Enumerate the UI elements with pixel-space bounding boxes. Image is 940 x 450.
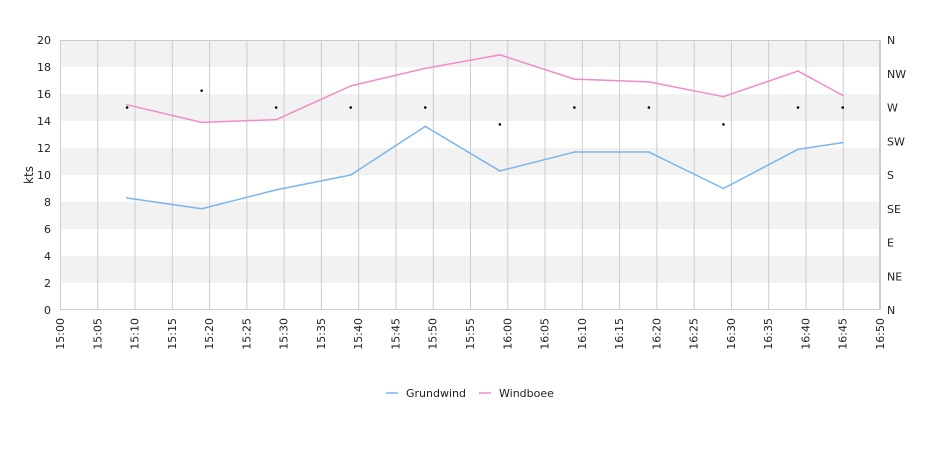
x-tick-label: 15:55 [464,318,477,350]
y-tick-label: 12 [37,142,51,155]
direction-marker [423,106,427,109]
x-tick-label: 16:50 [874,318,887,350]
data-point-windboee [841,94,844,97]
y-tick-label: 20 [37,34,51,47]
data-point-windboee [424,67,427,70]
direction-marker [573,106,576,109]
data-point-grundwind [648,151,650,153]
legend: Grundwind Windboee [386,387,554,400]
direction-axis-ticks: N NE E SE S SW W NW N [887,34,906,317]
data-point-windboee [349,85,352,87]
y-tick-label: 16 [37,88,51,101]
x-tick-label: 16:00 [501,318,514,350]
data-point-windboee [498,53,501,56]
data-point-grundwind [797,148,799,151]
x-tick-label: 15:50 [427,318,440,350]
y-tick-label: 4 [44,250,51,263]
y-tick-label: 8 [44,196,51,209]
plot-area-frame [60,40,880,310]
direction-tick-label: N [887,34,895,47]
x-tick-label: 15:15 [166,318,179,350]
data-point-grundwind [349,174,352,176]
data-point-grundwind [722,187,725,190]
x-axis-ticks: 15:00 15:05 15:10 15:15 15:20 15:25 15:30 15:35… [54,318,887,350]
data-point-windboee [573,78,576,81]
direction-tick-label: S [887,169,894,182]
x-tick-label: 15:30 [278,318,291,350]
x-tick-label: 16:05 [539,318,552,350]
data-point-windboee [126,103,128,106]
y-axis-title: kts [22,166,36,184]
direction-tick-label: E [887,237,894,250]
x-tick-label: 15:25 [240,318,253,350]
direction-marker [841,106,845,109]
y-axis-ticks: 0 2 4 6 8 10 12 14 16 18 20 [37,34,51,317]
direction-marker [200,89,203,92]
data-point-grundwind [841,141,844,144]
y-tick-label: 10 [37,169,51,182]
x-tick-label: 16:25 [688,318,701,350]
data-point-grundwind [498,170,501,172]
direction-marker [796,106,800,109]
direction-marker [274,106,278,109]
y-tick-label: 18 [37,61,51,74]
data-point-windboee [200,121,203,124]
direction-marker [349,106,353,109]
direction-marker [498,123,502,126]
data-point-grundwind [573,151,576,153]
data-point-windboee [275,118,278,121]
x-tick-label: 15:10 [129,318,142,350]
x-tick-label: 15:20 [203,318,216,350]
x-tick-label: 15:40 [352,318,365,350]
direction-tick-label: NE [887,270,902,283]
y-tick-label: 2 [44,277,51,290]
x-tick-label: 16:45 [837,318,850,350]
data-point-grundwind [126,197,128,199]
direction-marker [722,123,725,126]
x-tick-label: 16:20 [650,318,663,350]
x-tick-label: 15:00 [54,318,67,350]
x-tick-label: 15:05 [91,318,104,350]
x-tick-label: 15:45 [389,318,402,350]
direction-tick-label: SW [887,135,905,148]
data-point-grundwind [424,125,427,128]
data-point-windboee [722,95,725,98]
legend-label-grundwind[interactable]: Grundwind [406,387,466,400]
direction-tick-label: N [887,304,895,317]
direction-marker [647,106,651,109]
x-tick-label: 16:30 [725,318,738,350]
legend-label-windboee[interactable]: Windboee [499,387,554,400]
data-point-grundwind [275,188,278,191]
y-tick-label: 6 [44,223,51,236]
x-tick-label: 16:15 [613,318,626,350]
direction-tick-label: W [887,102,898,115]
y-tick-label: 0 [44,304,51,317]
x-tick-label: 16:10 [576,318,589,350]
direction-marker [125,106,129,109]
series-layer [126,53,844,210]
y-tick-label: 14 [37,115,51,128]
direction-tick-label: NW [887,68,906,81]
direction-tick-label: SE [887,203,901,216]
data-point-windboee [797,70,799,72]
direction-markers [125,89,845,126]
data-point-grundwind [200,207,203,210]
x-tick-label: 16:40 [799,318,812,350]
data-point-windboee [648,80,650,83]
x-tick-label: 16:35 [762,318,775,350]
x-tick-label: 15:35 [315,318,328,350]
